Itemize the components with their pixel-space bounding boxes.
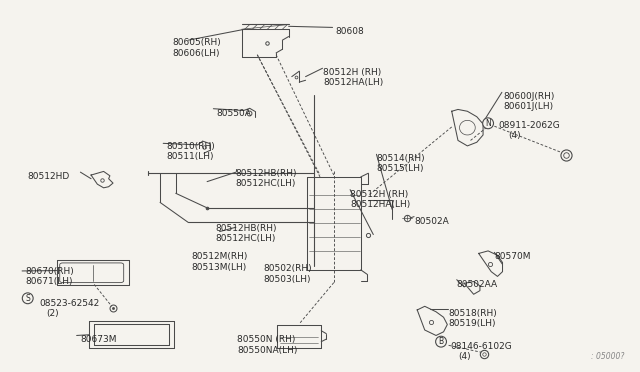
- Text: 80512HC(LH): 80512HC(LH): [236, 179, 296, 188]
- Text: 80570M: 80570M: [494, 252, 531, 262]
- Text: 80502(RH): 80502(RH): [264, 264, 312, 273]
- Text: 80606(LH): 80606(LH): [173, 49, 220, 58]
- Text: 80512H (RH): 80512H (RH): [350, 190, 408, 199]
- Text: : 05000?: : 05000?: [591, 352, 624, 361]
- Text: 80550A: 80550A: [216, 109, 252, 118]
- Text: (4): (4): [508, 131, 521, 140]
- Text: 80502A: 80502A: [414, 217, 449, 226]
- Text: 80512HA(LH): 80512HA(LH): [350, 200, 410, 209]
- Text: 80519(LH): 80519(LH): [448, 319, 495, 328]
- Text: 80670(RH): 80670(RH): [25, 267, 74, 276]
- Text: (2): (2): [46, 309, 58, 318]
- Text: 80671(LH): 80671(LH): [25, 277, 73, 286]
- Text: S: S: [26, 294, 30, 303]
- Text: 08911-2062G: 08911-2062G: [499, 121, 561, 130]
- Text: 80510(RH): 80510(RH): [166, 142, 215, 151]
- Text: 80512HA(LH): 80512HA(LH): [323, 78, 383, 87]
- Text: 80511(LH): 80511(LH): [166, 153, 214, 161]
- Text: 08146-6102G: 08146-6102G: [451, 341, 512, 351]
- Text: 80673M: 80673M: [81, 336, 117, 344]
- Text: 80512M(RH): 80512M(RH): [191, 252, 248, 262]
- Text: N: N: [485, 119, 491, 128]
- Text: 80601J(LH): 80601J(LH): [503, 102, 553, 111]
- Text: 80600J(RH): 80600J(RH): [503, 92, 554, 101]
- Text: 80512HC(LH): 80512HC(LH): [215, 234, 276, 244]
- Text: 80512HB(RH): 80512HB(RH): [215, 224, 276, 233]
- Text: 80518(RH): 80518(RH): [448, 309, 497, 318]
- Text: 80512HD: 80512HD: [27, 172, 69, 181]
- Text: 80513M(LH): 80513M(LH): [191, 263, 246, 272]
- Text: 80514(RH): 80514(RH): [376, 154, 425, 163]
- Text: B: B: [438, 337, 444, 346]
- Text: 80515(LH): 80515(LH): [376, 164, 424, 173]
- Text: 80512HB(RH): 80512HB(RH): [236, 169, 297, 177]
- Text: 80502AA: 80502AA: [457, 280, 498, 289]
- Text: 80550N (RH): 80550N (RH): [237, 336, 296, 344]
- Text: 80608: 80608: [336, 28, 364, 36]
- Text: 80503(LH): 80503(LH): [264, 275, 311, 283]
- Text: 80550NA(LH): 80550NA(LH): [237, 346, 298, 355]
- Text: (4): (4): [458, 352, 470, 361]
- Text: 80512H (RH): 80512H (RH): [323, 68, 381, 77]
- Text: 80605(RH): 80605(RH): [173, 38, 221, 47]
- Text: 08523-62542: 08523-62542: [39, 299, 99, 308]
